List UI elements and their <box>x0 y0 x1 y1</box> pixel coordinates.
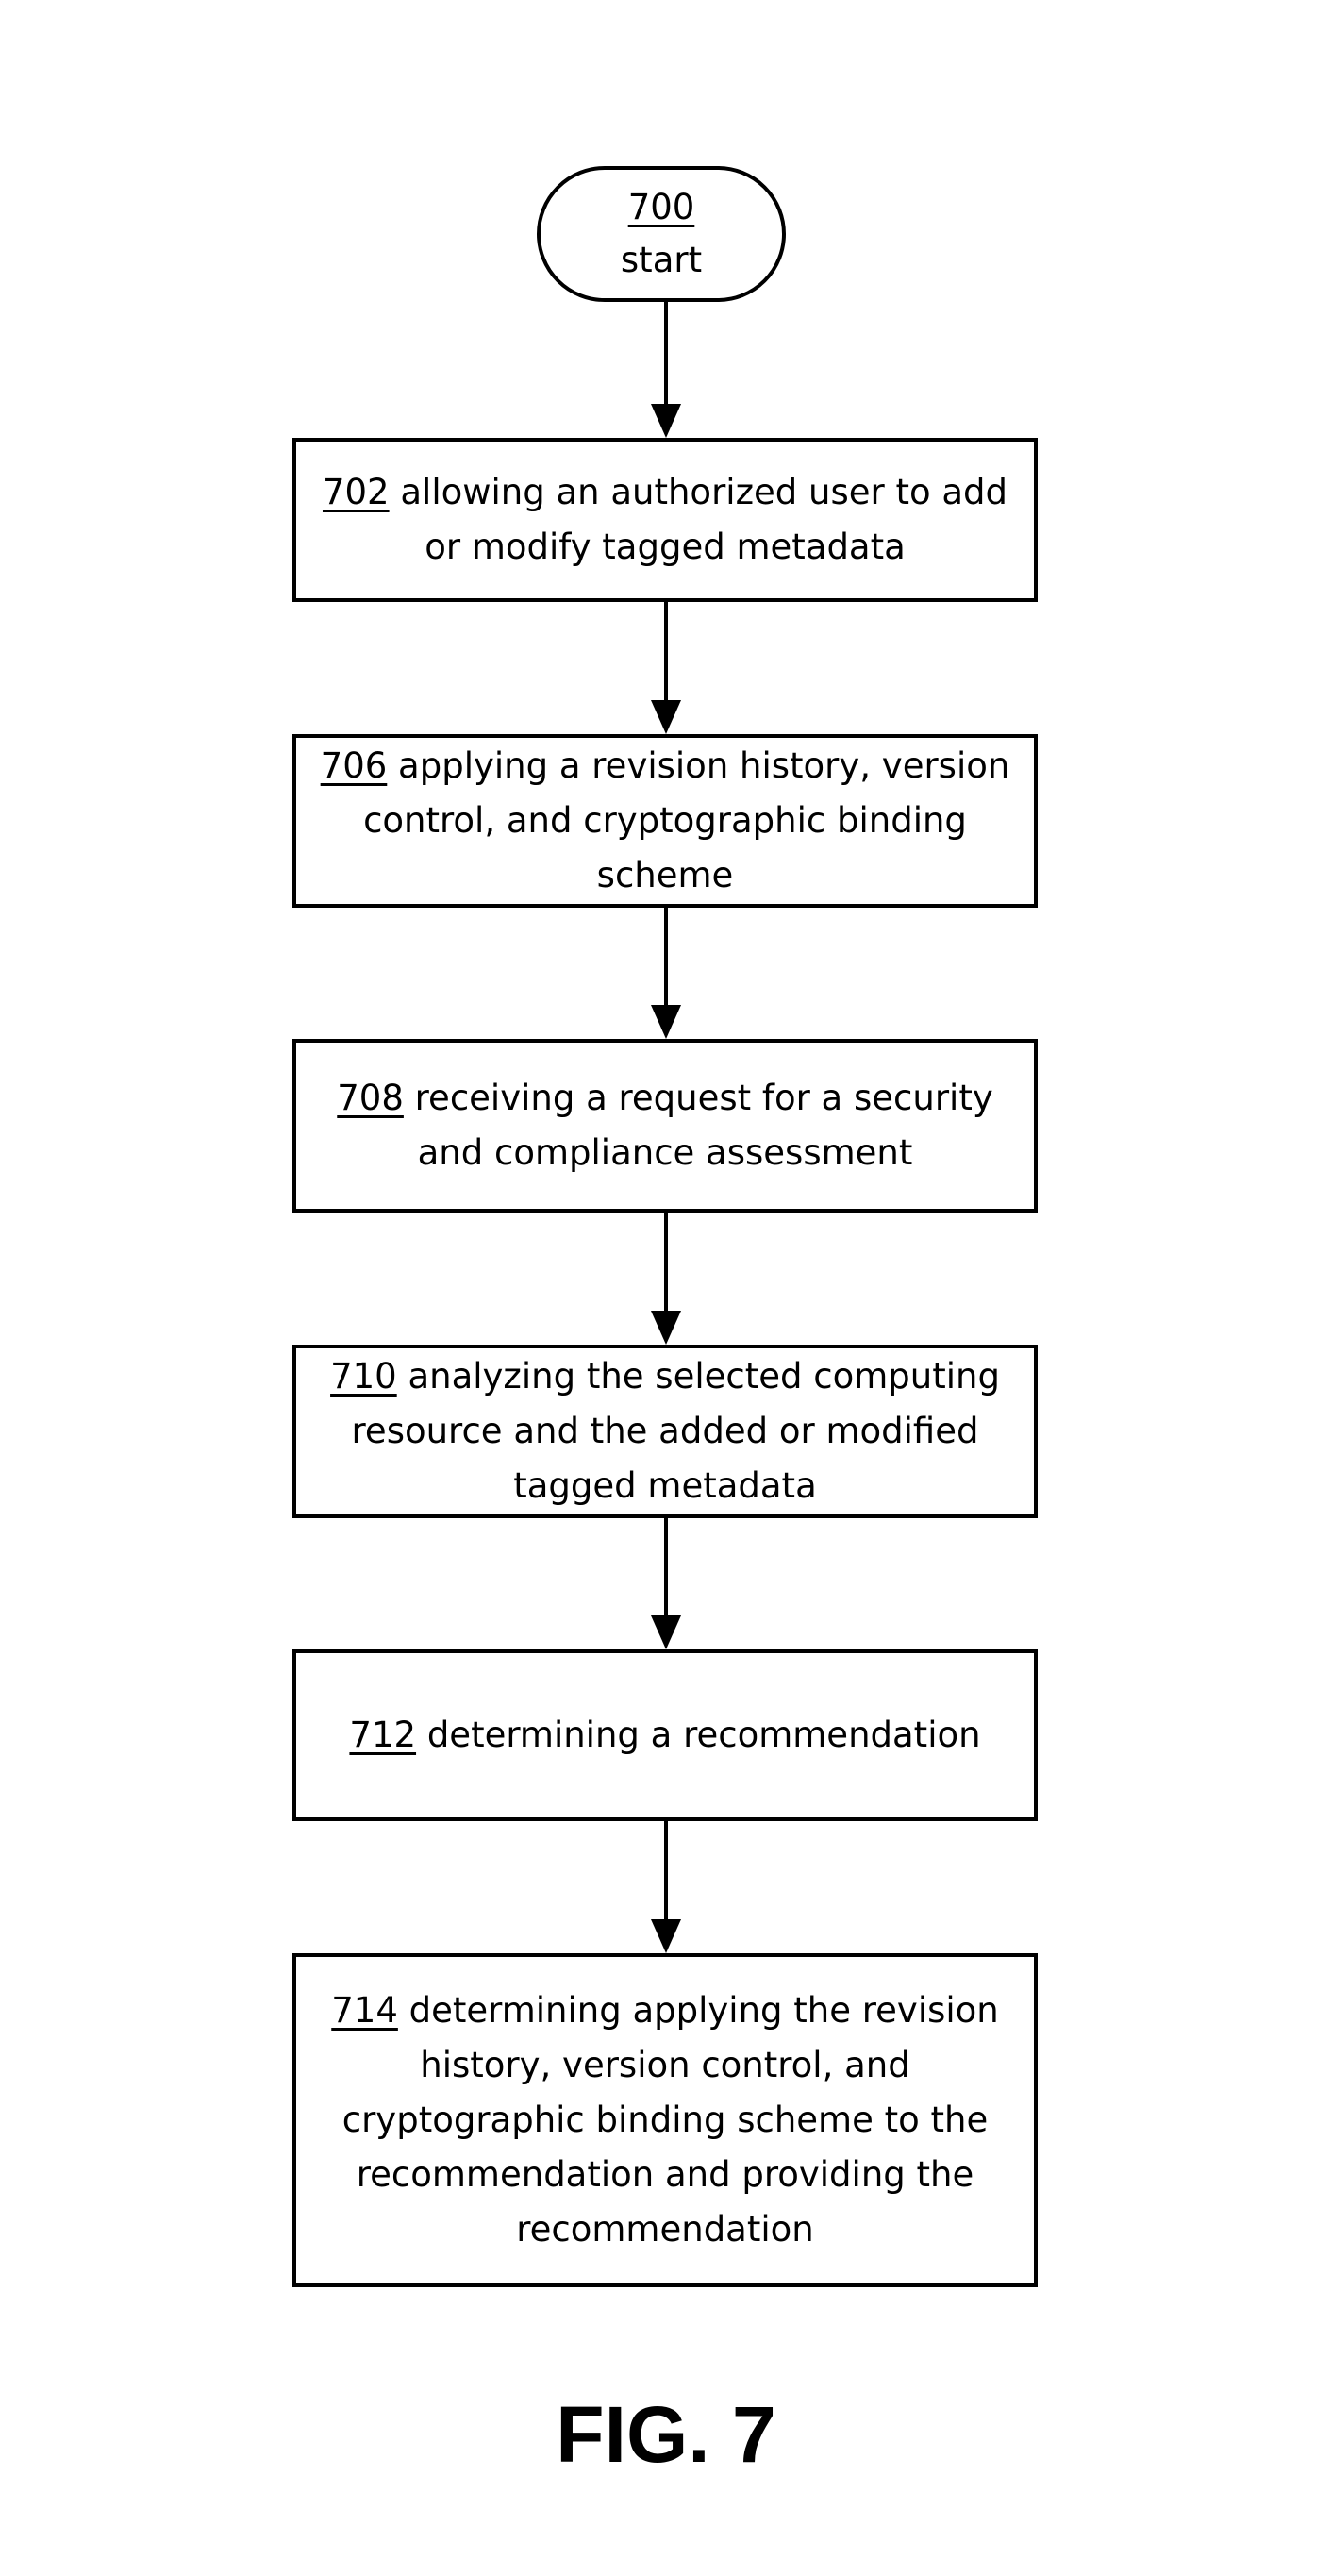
process-step-710: 710 analyzing the selected computing res… <box>292 1345 1038 1518</box>
arrow-710-to-712 <box>651 1518 681 1649</box>
start-terminal: 700 start <box>537 166 786 302</box>
step-ref-number: 708 <box>337 1078 404 1118</box>
arrow-700-to-702 <box>651 302 681 438</box>
step-ref-number: 702 <box>323 472 390 512</box>
process-step-708: 708 receiving a request for a security a… <box>292 1039 1038 1213</box>
step-ref-number: 706 <box>321 745 388 786</box>
step-text: receiving a request for a security and c… <box>415 1078 993 1173</box>
arrow-702-to-706 <box>651 602 681 734</box>
process-step-714: 714 determining applying the revision hi… <box>292 1953 1038 2287</box>
process-step-706: 706 applying a revision history, version… <box>292 734 1038 908</box>
step-text: determining applying the revision histor… <box>342 1990 999 2250</box>
arrow-706-to-708 <box>651 908 681 1039</box>
step-ref-number: 714 <box>331 1990 398 2031</box>
arrow-712-to-714 <box>651 1821 681 1953</box>
start-ref-number: 700 <box>628 181 695 234</box>
step-ref-number: 710 <box>330 1356 397 1397</box>
step-text: applying a revision history, version con… <box>363 745 1009 895</box>
start-label: start <box>621 234 702 287</box>
step-text: determining a recommendation <box>427 1715 981 1755</box>
process-step-702: 702 allowing an authorized user to add o… <box>292 438 1038 602</box>
arrow-708-to-710 <box>651 1213 681 1345</box>
figure-label: FIG. 7 <box>0 2387 1332 2482</box>
step-text: analyzing the selected computing resourc… <box>352 1356 1000 1506</box>
step-text: allowing an authorized user to add or mo… <box>400 472 1007 567</box>
process-step-712: 712 determining a recommendation <box>292 1649 1038 1821</box>
step-ref-number: 712 <box>349 1715 416 1755</box>
